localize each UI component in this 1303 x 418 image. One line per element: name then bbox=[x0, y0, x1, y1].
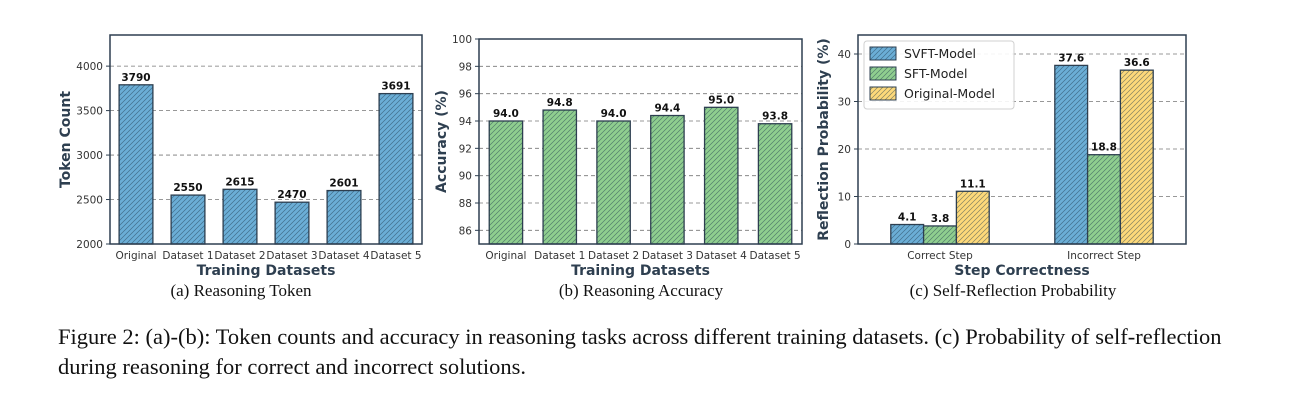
x-tick-label: Original bbox=[115, 250, 156, 262]
x-tick-label: Dataset 5 bbox=[750, 250, 801, 262]
panel-caption-b: (b) Reasoning Accuracy bbox=[558, 281, 724, 300]
value-label: 3790 bbox=[121, 72, 150, 84]
y-tick-label: 40 bbox=[838, 49, 851, 61]
figure-charts: 2000 2500 3000 3500 4000 3790 Original 2550 Data… bbox=[58, 34, 1187, 279]
y-tick-label: 98 bbox=[459, 61, 472, 73]
bar-hatch bbox=[650, 115, 685, 245]
y-tick-label: 88 bbox=[459, 198, 472, 210]
value-label: 94.0 bbox=[493, 108, 519, 120]
y-tick-label: 86 bbox=[459, 225, 473, 237]
bar-hatch bbox=[171, 195, 205, 244]
bar-hatch bbox=[704, 107, 738, 244]
bar-hatch bbox=[1120, 70, 1154, 245]
value-label: 93.8 bbox=[762, 111, 788, 123]
y-tick-label: 100 bbox=[452, 34, 472, 46]
value-label: 36.6 bbox=[1124, 57, 1150, 69]
x-tick-label: Dataset 4 bbox=[318, 250, 369, 262]
bar-hatch bbox=[223, 189, 257, 244]
legend-label: SFT-Model bbox=[904, 66, 967, 81]
y-tick-label: 10 bbox=[838, 192, 851, 204]
y-tick-label: 96 bbox=[459, 89, 473, 101]
bar-hatch bbox=[890, 224, 924, 244]
token-count-chart: 2000 2500 3000 3500 4000 3790 Original 2550 Data… bbox=[58, 34, 423, 279]
value-label: 18.8 bbox=[1091, 142, 1117, 154]
legend-swatch-hatch bbox=[870, 67, 896, 80]
bar-hatch bbox=[1087, 154, 1121, 244]
plot-frame bbox=[109, 34, 423, 245]
y-tick-label: 0 bbox=[844, 239, 851, 251]
y-tick-label: 94 bbox=[459, 116, 473, 128]
y-tick-label: 3500 bbox=[76, 106, 103, 118]
value-label: 11.1 bbox=[960, 178, 986, 190]
accuracy-chart: 86 88 90 92 94 96 98 100 94.0 Original 94.8 Dataset… bbox=[434, 34, 803, 279]
legend: SVFT-Model SFT-Model Original-Model bbox=[863, 40, 1015, 110]
bar-hatch bbox=[275, 202, 309, 244]
plot-frame bbox=[478, 38, 803, 245]
x-tick-label: Correct Step bbox=[907, 250, 973, 262]
bar-hatch bbox=[596, 121, 631, 244]
x-tick-label: Dataset 4 bbox=[696, 250, 747, 262]
x-tick-label: Dataset 3 bbox=[266, 250, 317, 262]
x-axis-label: Training Datasets bbox=[571, 263, 710, 279]
legend-swatch-hatch bbox=[870, 47, 896, 60]
value-label: 94.0 bbox=[601, 108, 627, 120]
x-tick-label: Dataset 2 bbox=[214, 250, 265, 262]
x-tick-label: Original bbox=[485, 250, 526, 262]
x-tick-label: Dataset 5 bbox=[370, 250, 421, 262]
y-tick-label: 4000 bbox=[76, 61, 103, 73]
bar-hatch bbox=[1054, 65, 1088, 245]
legend-label: Original-Model bbox=[904, 86, 995, 101]
x-tick-label: Dataset 3 bbox=[642, 250, 693, 262]
y-tick-label: 20 bbox=[838, 144, 851, 156]
y-tick-label: 2000 bbox=[76, 239, 103, 251]
bar-hatch bbox=[327, 190, 361, 244]
plot-frame bbox=[857, 34, 1187, 245]
panel-caption-a: (a) Reasoning Token bbox=[170, 281, 312, 300]
value-label: 2601 bbox=[329, 178, 358, 190]
y-tick-label: 90 bbox=[459, 171, 472, 183]
value-label: 2615 bbox=[225, 176, 254, 188]
value-label: 94.8 bbox=[547, 97, 573, 109]
value-label: 2550 bbox=[173, 182, 202, 194]
legend-swatch-hatch bbox=[870, 87, 896, 100]
value-label: 95.0 bbox=[708, 94, 734, 106]
y-tick-label: 3000 bbox=[76, 150, 103, 162]
x-axis-label: Training Datasets bbox=[197, 263, 336, 279]
y-axis-label: Accuracy (%) bbox=[434, 90, 450, 193]
legend-box bbox=[863, 40, 1015, 110]
x-tick-label: Dataset 2 bbox=[588, 250, 639, 262]
legend-label: SVFT-Model bbox=[904, 46, 976, 61]
value-label: 2470 bbox=[277, 189, 306, 201]
bar-hatch bbox=[923, 225, 957, 244]
bar-hatch bbox=[119, 84, 153, 244]
x-tick-label: Dataset 1 bbox=[534, 250, 585, 262]
x-tick-label: Incorrect Step bbox=[1067, 250, 1141, 262]
bar-hatch bbox=[956, 191, 990, 244]
y-axis-label: Token Count bbox=[58, 91, 74, 188]
bar-hatch bbox=[543, 110, 577, 244]
value-label: 4.1 bbox=[898, 212, 917, 224]
reflection-probability-chart: 0 10 20 30 40 4.1 3.8 11.1 Correct Step 37.6 18.8 3… bbox=[816, 34, 1187, 279]
value-label: 3691 bbox=[381, 81, 410, 93]
y-axis-label: Reflection Probability (%) bbox=[816, 38, 832, 241]
y-tick-label: 30 bbox=[838, 97, 851, 109]
bar-hatch bbox=[379, 93, 413, 244]
bar-hatch bbox=[489, 121, 523, 244]
panel-caption-c: (c) Self-Reflection Probability bbox=[909, 281, 1117, 300]
value-label: 94.4 bbox=[654, 103, 680, 115]
bar-hatch bbox=[758, 123, 792, 244]
figure-caption: Figure 2: (a)-(b): Token counts and accu… bbox=[58, 324, 1222, 379]
x-tick-label: Dataset 1 bbox=[162, 250, 213, 262]
value-label: 3.8 bbox=[931, 213, 950, 225]
y-tick-label: 2500 bbox=[76, 195, 103, 207]
value-label: 37.6 bbox=[1058, 52, 1084, 64]
y-tick-label: 92 bbox=[459, 143, 472, 155]
x-axis-label: Step Correctness bbox=[954, 263, 1089, 279]
